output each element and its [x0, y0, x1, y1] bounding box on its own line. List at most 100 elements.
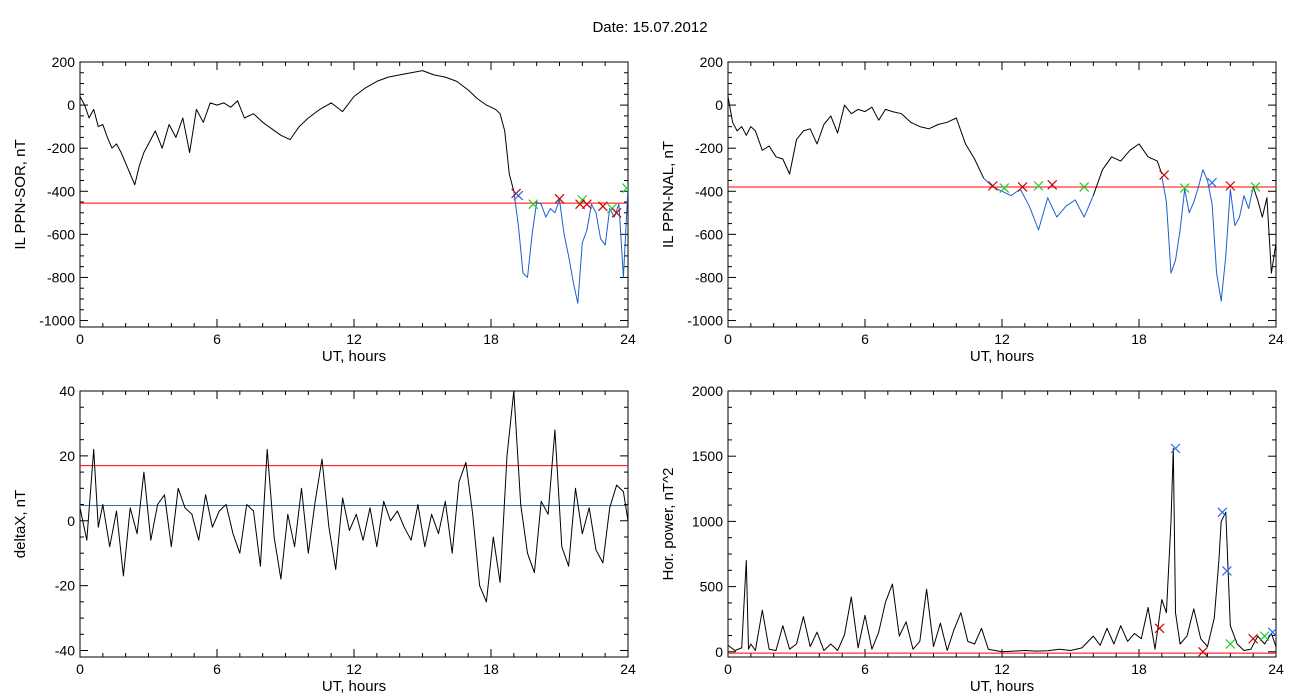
- figure-title: Date: 15.07.2012: [592, 19, 708, 36]
- y-tick-label: 2000: [692, 383, 723, 399]
- event-marker: [1225, 639, 1236, 649]
- event-marker-stroke: [987, 180, 998, 191]
- y-axis-label: deltaX, nT: [12, 490, 29, 558]
- y-tick-label: 0: [67, 97, 75, 113]
- event-marker: [999, 183, 1010, 193]
- y-tick-label: 500: [700, 579, 724, 595]
- event-marker-stroke: [1267, 627, 1276, 638]
- event-marker: [1207, 177, 1217, 188]
- axes-frame: [79, 61, 629, 328]
- y-tick-label: -200: [47, 140, 75, 156]
- event-marker: [1267, 627, 1276, 638]
- x-tick-label: 24: [1268, 661, 1284, 677]
- y-tick-label: -20: [55, 578, 75, 594]
- y-tick-label: -400: [47, 183, 75, 199]
- event-marker: [1248, 633, 1259, 644]
- event-marker-stroke: [1047, 179, 1058, 190]
- event-marker-stroke: [1017, 182, 1028, 192]
- series-line: [80, 391, 628, 603]
- event-marker-stroke: [1170, 443, 1181, 454]
- x-tick-label: 6: [861, 661, 869, 677]
- y-tick-label: -1000: [39, 313, 75, 329]
- event-marker: [1250, 182, 1261, 192]
- x-tick-label: 0: [76, 331, 84, 347]
- y-axis-label: IL PPN-NAL, nT: [660, 141, 677, 248]
- x-tick-label: 0: [724, 661, 732, 677]
- x-tick-label: 24: [620, 331, 636, 347]
- event-marker-stroke: [1259, 631, 1270, 642]
- event-marker-stroke: [1225, 639, 1236, 649]
- event-marker: [611, 207, 622, 218]
- y-axis-label: Hor. power, nT^2: [660, 468, 677, 581]
- series-line: [1092, 143, 1163, 196]
- event-marker-stroke: [611, 207, 622, 218]
- x-tick-label: 6: [213, 661, 221, 677]
- event-marker: [1221, 566, 1232, 576]
- event-marker: [513, 190, 524, 201]
- event-marker: [528, 199, 539, 210]
- x-tick-label: 18: [483, 331, 499, 347]
- series-line: [1252, 186, 1276, 274]
- axes-frame: [727, 390, 1277, 658]
- x-tick-label: 0: [724, 331, 732, 347]
- y-tick-label: 1000: [692, 513, 723, 529]
- y-tick-label: -40: [55, 643, 75, 659]
- x-axis-label: UT, hours: [970, 678, 1034, 695]
- event-marker-stroke: [1079, 182, 1090, 192]
- y-tick-label: 0: [715, 644, 723, 660]
- x-tick-label: 24: [620, 661, 636, 677]
- series-line: [983, 177, 1094, 231]
- event-marker-stroke: [513, 190, 524, 201]
- event-marker: [581, 199, 592, 210]
- y-tick-label: 0: [715, 97, 723, 113]
- event-marker: [597, 201, 608, 212]
- event-marker-stroke: [554, 193, 565, 204]
- x-axis-label: UT, hours: [322, 678, 386, 695]
- series-line: [513, 186, 628, 304]
- event-marker: [987, 180, 998, 191]
- y-tick-label: 1500: [692, 448, 723, 464]
- event-marker: [1079, 182, 1090, 192]
- event-marker: [1217, 507, 1228, 518]
- series-line: [80, 70, 515, 192]
- x-tick-label: 12: [346, 331, 362, 347]
- plot-area: [728, 443, 1276, 657]
- event-marker-stroke: [1250, 182, 1261, 192]
- event-marker-stroke: [1154, 623, 1165, 634]
- y-tick-label: -800: [47, 269, 75, 285]
- y-tick-label: 200: [700, 54, 724, 70]
- y-tick-label: -600: [695, 226, 723, 242]
- event-marker-stroke: [999, 183, 1010, 193]
- y-tick-label: -800: [695, 269, 723, 285]
- event-marker: [1198, 646, 1208, 657]
- y-tick-label: -1000: [687, 313, 723, 329]
- x-tick-label: 18: [483, 661, 499, 677]
- plot-area: [80, 391, 628, 603]
- event-marker-stroke: [1217, 507, 1228, 518]
- y-tick-label: 200: [52, 54, 76, 70]
- x-tick-label: 24: [1268, 331, 1284, 347]
- event-marker: [1225, 180, 1236, 191]
- event-marker-stroke: [597, 201, 608, 212]
- x-tick-label: 12: [994, 661, 1010, 677]
- event-marker-stroke: [1225, 180, 1236, 191]
- panel-hor-power: 0 6 12 18 24 2000 1500 1000 500 0 UT, hours Hor. po…: [660, 383, 1284, 695]
- plot-area: [80, 70, 628, 304]
- x-tick-label: 12: [994, 331, 1010, 347]
- axes-frame: [727, 61, 1277, 328]
- panel-deltax: 0 6 12 18 24 40 20 0 -20 -40 UT, hours deltaX, nT: [12, 383, 636, 695]
- y-tick-label: -600: [47, 226, 75, 242]
- event-marker-stroke: [1207, 177, 1217, 188]
- event-marker-stroke: [581, 199, 592, 210]
- y-tick-label: -400: [695, 183, 723, 199]
- plot-area: [728, 96, 1276, 302]
- series-line: [1161, 169, 1254, 302]
- event-marker: [1259, 631, 1270, 642]
- y-tick-label: 40: [59, 383, 75, 399]
- panel-ppn-sor: 0 6 12 18 24 200 0 -200 -400 -600 -800 -1000 UT, hou…: [12, 54, 636, 365]
- event-marker: [1170, 443, 1181, 454]
- y-axis-label: IL PPN-SOR, nT: [12, 139, 29, 249]
- event-marker: [1017, 182, 1028, 192]
- event-marker-stroke: [528, 199, 539, 210]
